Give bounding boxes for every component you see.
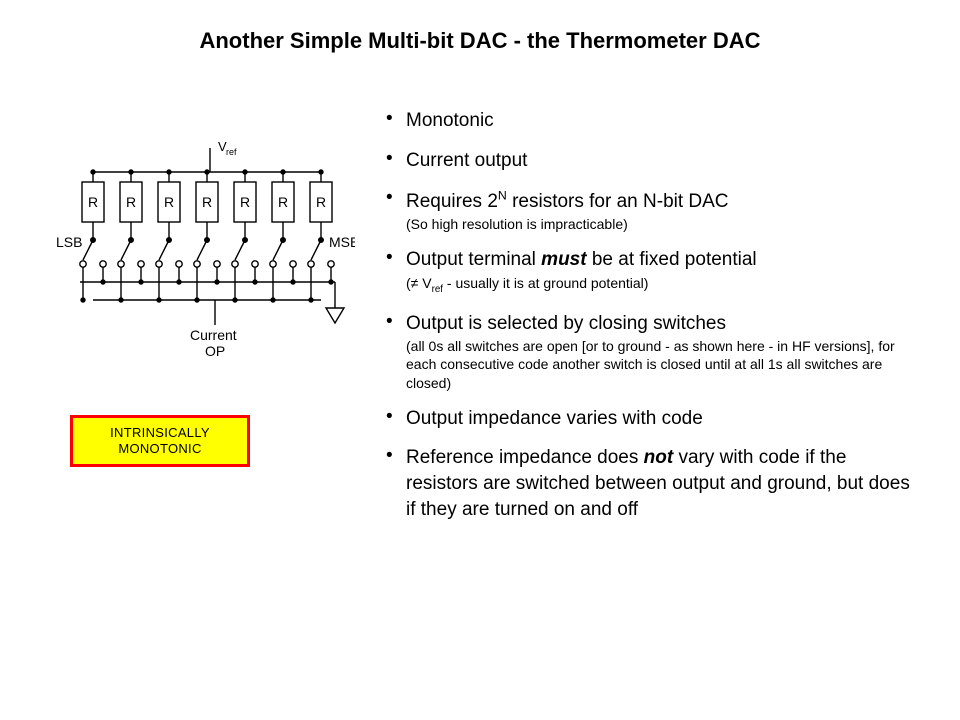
intrinsically-monotonic-badge: INTRINSICALLY MONOTONIC xyxy=(70,415,250,467)
bullet-item: Reference impedance does not vary with c… xyxy=(380,445,920,522)
bullet-item: Current output xyxy=(380,148,920,174)
bullet-text: Output terminal must be at fixed potenti… xyxy=(406,249,757,270)
badge-line1: INTRINSICALLY xyxy=(110,425,210,440)
lsb-label: LSB xyxy=(56,234,82,250)
bullet-text: Monotonic xyxy=(406,110,494,131)
bullet-text: Reference impedance does not vary with c… xyxy=(406,447,910,519)
svg-text:R: R xyxy=(202,194,212,210)
bullet-sub-text: (all 0s all switches are open [or to gro… xyxy=(406,337,920,392)
circuit-diagram: RRRRRRR V ref LSB MSB Current OP xyxy=(35,140,355,370)
bullet-item: Output terminal must be at fixed potenti… xyxy=(380,247,920,296)
bullet-text: Output impedance varies with code xyxy=(406,408,703,429)
bullet-item: Output impedance varies with code xyxy=(380,406,920,432)
bullet-item: Requires 2N resistors for an N-bit DAC (… xyxy=(380,187,920,233)
bullet-text: Output is selected by closing switches xyxy=(406,313,726,334)
current-label: Current xyxy=(190,327,237,343)
vref-sub: ref xyxy=(226,147,237,157)
bullet-item: Output is selected by closing switches (… xyxy=(380,311,920,392)
slide-title: Another Simple Multi-bit DAC - the Therm… xyxy=(0,28,960,54)
svg-text:R: R xyxy=(278,194,288,210)
svg-text:R: R xyxy=(88,194,98,210)
bullet-sub-text: (So high resolution is impracticable) xyxy=(406,215,920,233)
bullet-text: Requires 2N resistors for an N-bit DAC xyxy=(406,191,729,212)
bullet-item: Monotonic xyxy=(380,108,920,134)
msb-label: MSB xyxy=(329,234,355,250)
svg-text:R: R xyxy=(164,194,174,210)
op-label: OP xyxy=(205,343,225,359)
bullet-content: Monotonic Current output Requires 2N res… xyxy=(380,108,920,536)
bullet-text: Current output xyxy=(406,150,527,171)
svg-text:R: R xyxy=(240,194,250,210)
bullet-sub-text: (≠ Vref - usually it is at ground potent… xyxy=(406,274,920,297)
badge-line2: MONOTONIC xyxy=(118,441,201,456)
svg-text:R: R xyxy=(316,194,326,210)
svg-text:R: R xyxy=(126,194,136,210)
